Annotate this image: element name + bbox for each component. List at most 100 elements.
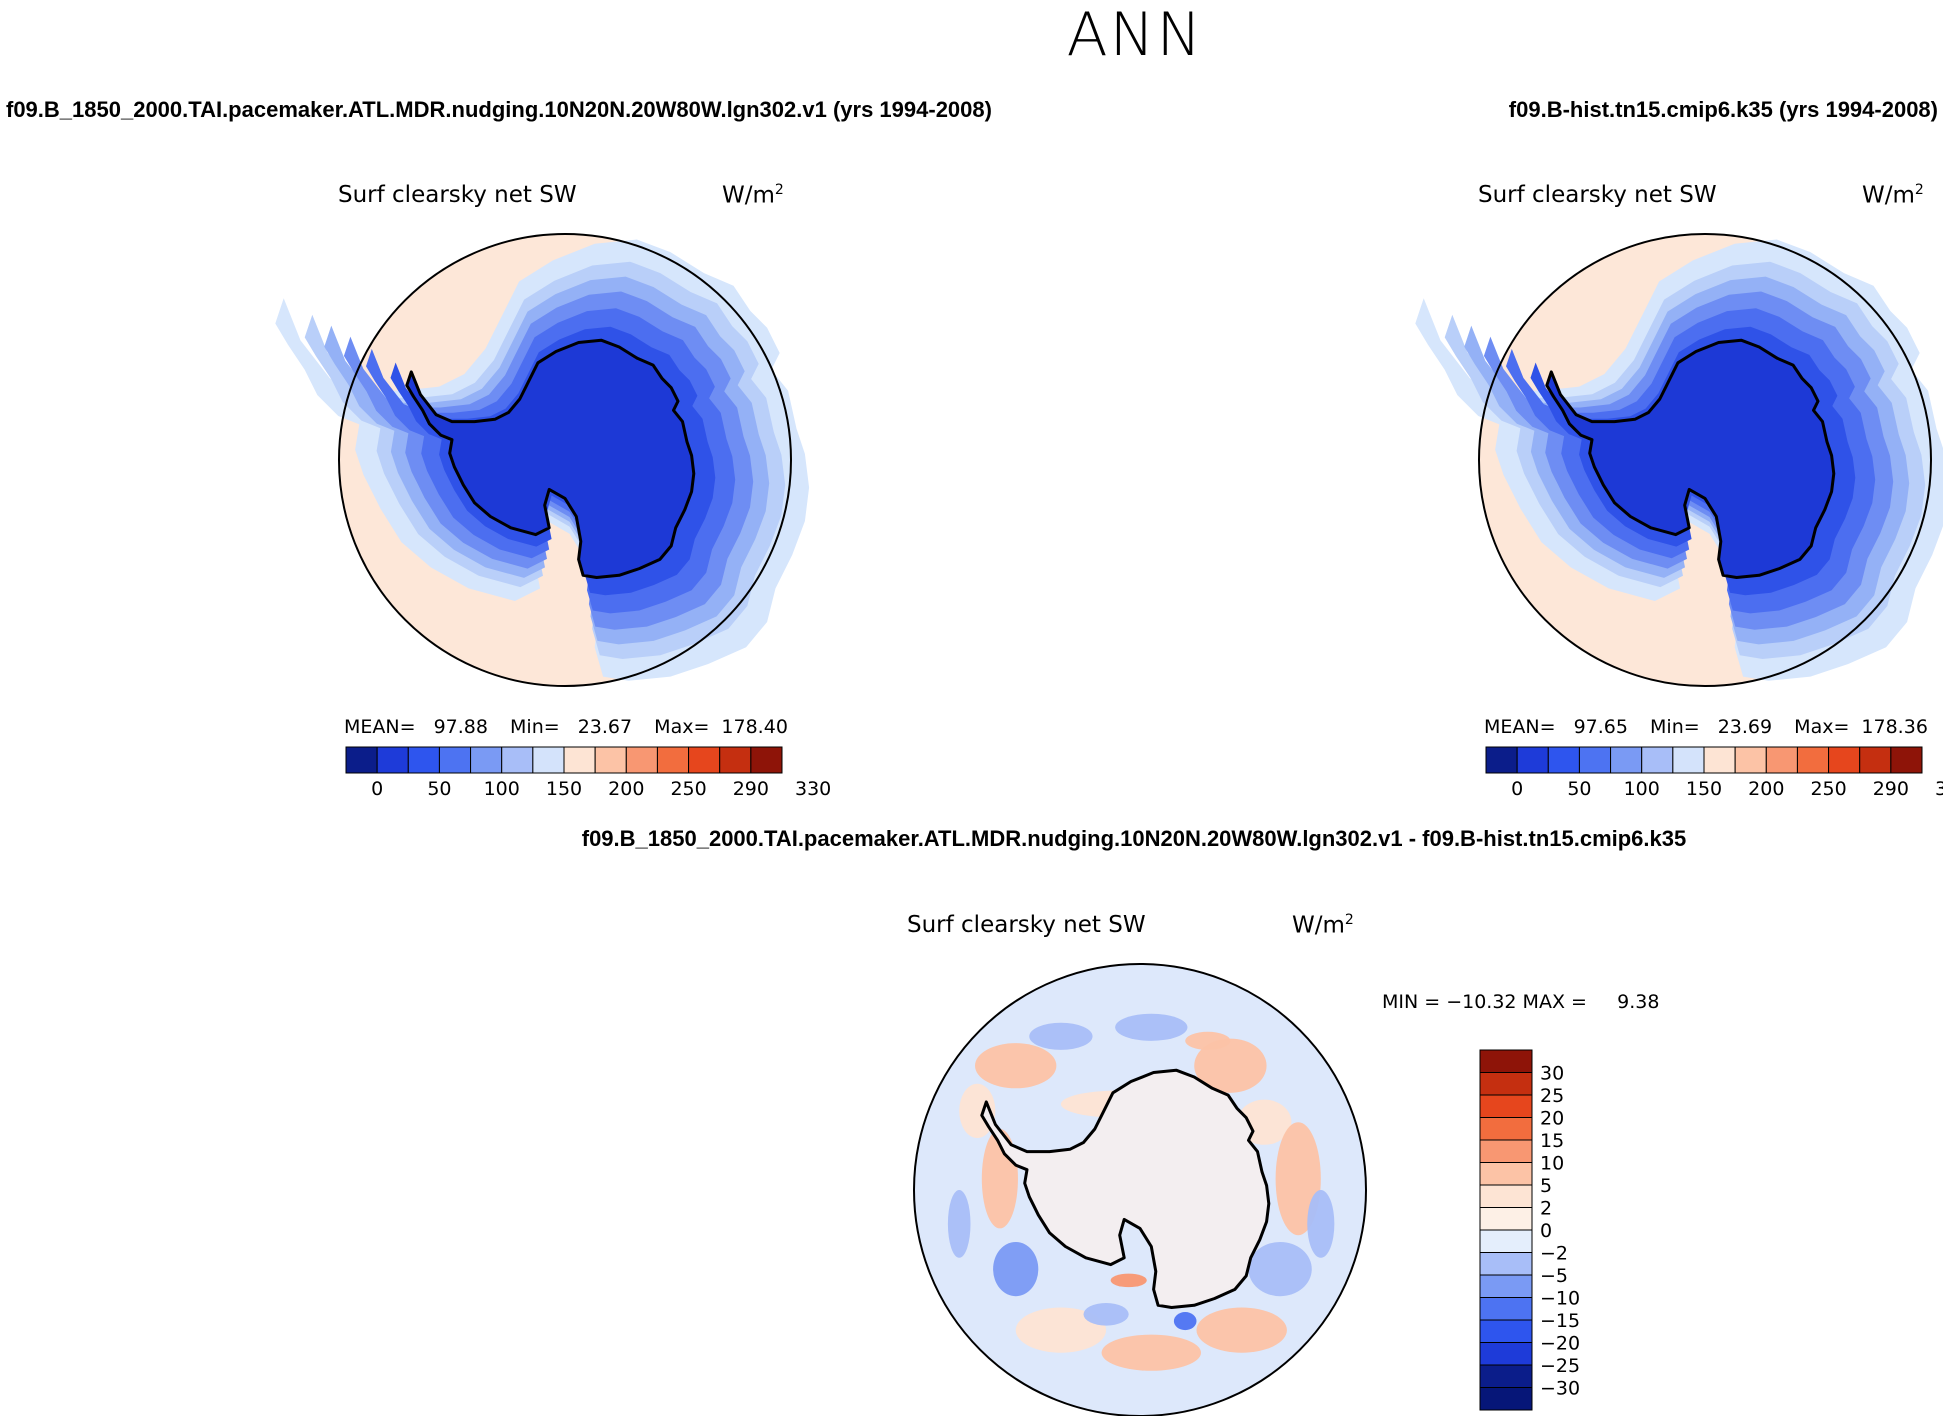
diff-anomaly-18 bbox=[1307, 1190, 1335, 1258]
diff-variable-label: Surf clearsky net SW bbox=[907, 912, 1146, 938]
diff-colorbar-swatch-8 bbox=[1479, 1229, 1533, 1253]
panel2-colorbar-label-4: 200 bbox=[1748, 778, 1784, 800]
panel1-max-value: 178.40 bbox=[721, 716, 788, 738]
diff-colorbar-swatch-14 bbox=[1479, 1364, 1533, 1388]
diff-colorbar-swatch-0 bbox=[1479, 1049, 1533, 1073]
diff-colorbar-label-1: 25 bbox=[1540, 1085, 1564, 1107]
diff-colorbar-label-2: 20 bbox=[1540, 1108, 1564, 1130]
panel2-units-sup: 2 bbox=[1914, 182, 1924, 198]
panel1-colorbar-label-6: 290 bbox=[733, 778, 769, 800]
diff-colorbar-label-13: −25 bbox=[1540, 1355, 1580, 1377]
panel1-colorbar-swatch-5 bbox=[501, 746, 534, 774]
diff-colorbar-label-0: 30 bbox=[1540, 1063, 1564, 1085]
diff-anomaly-16 bbox=[1173, 1312, 1197, 1331]
diff-case-title: f09.B_1850_2000.TAI.pacemaker.ATL.MDR.nu… bbox=[581, 826, 1687, 851]
panel1-colorbar-swatch-9 bbox=[625, 746, 658, 774]
panel2-colorbar-swatch-0 bbox=[1485, 746, 1518, 774]
panel2-stats: MEAN= 97.65 Min= 23.69 Max= 178.36 bbox=[1484, 716, 1928, 738]
panel2-colorbar-label-3: 150 bbox=[1686, 778, 1722, 800]
diff-colorbar-label-10: −10 bbox=[1540, 1288, 1580, 1310]
diff-colorbar-swatch-3 bbox=[1479, 1117, 1533, 1141]
panel1-mean-value: 97.88 bbox=[433, 716, 488, 738]
panel1-colorbar-label-5: 250 bbox=[670, 778, 706, 800]
panel2-colorbar-swatch-3 bbox=[1578, 746, 1612, 774]
panel1-map-border bbox=[338, 233, 792, 687]
panel1-colorbar-label-3: 150 bbox=[546, 778, 582, 800]
diff-colorbar-swatch-15 bbox=[1479, 1387, 1533, 1411]
diff-colorbar-label-12: −20 bbox=[1540, 1333, 1580, 1355]
panel2-colorbar-swatch-2 bbox=[1547, 746, 1580, 774]
diff-map-group bbox=[914, 964, 1366, 1416]
diff-colorbar-swatch-1 bbox=[1479, 1072, 1533, 1096]
panel1-case-title: f09.B_1850_2000.TAI.pacemaker.ATL.MDR.nu… bbox=[6, 97, 992, 122]
panel1-colorbar-swatch-12 bbox=[719, 746, 752, 774]
panel1-units-sup: 2 bbox=[774, 182, 784, 198]
panel1-units-label: W/m2 bbox=[722, 182, 784, 209]
diff-colorbar-swatch-7 bbox=[1479, 1207, 1533, 1231]
diff-colorbar-label-14: −30 bbox=[1540, 1378, 1580, 1400]
panel2-colorbar-label-7: 330 bbox=[1935, 778, 1943, 800]
panel1-colorbar-swatch-3 bbox=[438, 746, 472, 774]
diff-colorbar-swatch-2 bbox=[1479, 1094, 1533, 1118]
panel1-min-value: 23.67 bbox=[577, 716, 633, 738]
diff-units-base: W/m bbox=[1292, 912, 1345, 939]
panel2-colorbar-swatch-13 bbox=[1890, 746, 1923, 774]
panel2-variable-label: Surf clearsky net SW bbox=[1478, 182, 1717, 208]
diff-anomaly-3 bbox=[1194, 1038, 1267, 1093]
diff-anomaly-9 bbox=[1015, 1307, 1107, 1353]
diff-colorbar-swatch-12 bbox=[1479, 1319, 1533, 1343]
diff-units-sup: 2 bbox=[1344, 912, 1354, 928]
panel1-colorbar-swatch-6 bbox=[532, 746, 565, 774]
panel2-colorbar-swatch-10 bbox=[1796, 746, 1830, 774]
panel2-colorbar-swatch-6 bbox=[1672, 746, 1705, 774]
panel1-colorbar-swatch-2 bbox=[407, 746, 440, 774]
panel2-colorbar-label-0: 0 bbox=[1511, 778, 1523, 800]
panel1-colorbar-swatch-0 bbox=[345, 746, 378, 774]
panel2-mean-label: MEAN= bbox=[1484, 716, 1556, 738]
panel1-stats: MEAN= 97.88 Min= 23.67 Max= 178.40 bbox=[344, 716, 788, 738]
panel1-colorbar-swatch-1 bbox=[376, 746, 409, 774]
diff-anomaly-10 bbox=[993, 1241, 1039, 1297]
panel2-colorbar-label-1: 50 bbox=[1567, 778, 1591, 800]
diff-colorbar-swatch-5 bbox=[1479, 1162, 1533, 1186]
panel1-colorbar-swatch-4 bbox=[470, 746, 503, 774]
diff-anomaly-2 bbox=[1115, 1013, 1188, 1041]
panel1-colorbar-label-7: 330 bbox=[795, 778, 831, 800]
panel2-colorbar-swatch-7 bbox=[1703, 746, 1736, 774]
diff-anomaly-15 bbox=[1083, 1303, 1129, 1326]
panel1-max-label: Max= bbox=[654, 716, 710, 738]
diff-colorbar-label-11: −15 bbox=[1540, 1310, 1580, 1332]
diff-minmax-text: MIN = −10.32 MAX = 9.38 bbox=[1382, 991, 1660, 1013]
panel2-min-value: 23.69 bbox=[1717, 716, 1773, 738]
diff-anomaly-19 bbox=[947, 1190, 971, 1258]
diff-colorbar-swatch-11 bbox=[1479, 1297, 1533, 1321]
panel2-colorbar-label-2: 100 bbox=[1624, 778, 1660, 800]
diff-anomaly-17 bbox=[1110, 1273, 1147, 1288]
panel2-colorbar-swatch-11 bbox=[1828, 746, 1861, 774]
panel1-antarctica bbox=[405, 338, 696, 579]
panel2-colorbar-swatch-9 bbox=[1765, 746, 1798, 774]
diff-anomaly-7 bbox=[1196, 1307, 1287, 1353]
diff-colorbar-label-8: −2 bbox=[1540, 1243, 1568, 1265]
diff-colorbar-label-4: 10 bbox=[1540, 1153, 1564, 1175]
panel1-mean-label: MEAN= bbox=[344, 716, 416, 738]
panel1-colorbar-swatch-11 bbox=[688, 746, 721, 774]
diff-colorbar-label-6: 2 bbox=[1540, 1198, 1552, 1220]
panel2-colorbar-label-6: 290 bbox=[1873, 778, 1909, 800]
panel1-colorbar-label-1: 50 bbox=[427, 778, 451, 800]
panel2-max-value: 178.36 bbox=[1861, 716, 1928, 738]
diff-colorbar-swatch-13 bbox=[1479, 1342, 1533, 1366]
panel2-case-title: f09.B-hist.tn15.cmip6.k35 (yrs 1994-2008… bbox=[1508, 97, 1938, 122]
diff-colorbar-swatch-6 bbox=[1479, 1184, 1533, 1208]
panel2-min-label: Min= bbox=[1650, 716, 1700, 738]
diff-anomaly-8 bbox=[1101, 1334, 1202, 1371]
panel1-colorbar-swatch-10 bbox=[656, 746, 690, 774]
diff-antarctica bbox=[980, 1068, 1271, 1309]
panel2-colorbar-swatch-5 bbox=[1641, 746, 1674, 774]
panel2-colorbar-swatch-8 bbox=[1734, 746, 1767, 774]
panel2-colorbar-swatch-12 bbox=[1859, 746, 1892, 774]
diff-colorbar-label-7: 0 bbox=[1540, 1220, 1552, 1242]
panel2-colorbar-swatch-1 bbox=[1516, 746, 1549, 774]
